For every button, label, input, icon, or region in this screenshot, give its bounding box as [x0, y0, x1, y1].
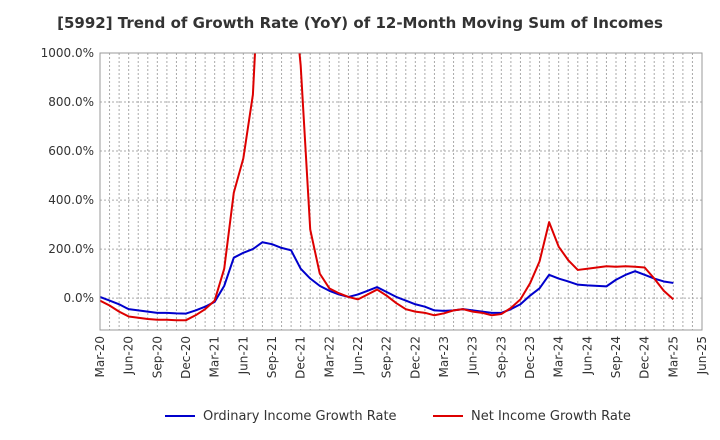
x-tick-label: Jun-25 [695, 336, 709, 375]
x-tick-label: Mar-24 [552, 336, 566, 377]
y-tick-label: 600.0% [48, 144, 94, 158]
legend-item-ordinary-income: Ordinary Income Growth Rate [165, 405, 397, 427]
x-tick-label: Jun-23 [466, 336, 480, 375]
chart-title: [5992] Trend of Growth Rate (YoY) of 12-… [57, 14, 663, 32]
legend-label-net-income: Net Income Growth Rate [471, 408, 631, 424]
x-tick-label: Mar-23 [437, 336, 451, 377]
x-tick-label: Sep-22 [380, 336, 394, 378]
x-tick-label: Jun-24 [580, 336, 594, 375]
ordinary-income-growth-line [100, 241, 674, 315]
y-tick-label: 200.0% [48, 242, 94, 256]
y-tick-label: 0.0% [64, 291, 95, 305]
grid-layer [100, 52, 702, 330]
net-income-growth-line [100, 53, 674, 322]
x-tick-label: Sep-21 [265, 336, 279, 378]
legend-swatch-net-income [433, 415, 463, 417]
y-tick-label: 1000.0% [41, 46, 94, 60]
legend-item-net-income: Net Income Growth Rate [433, 405, 631, 427]
legend-swatch-ordinary-income [165, 415, 195, 417]
series-layer [100, 53, 674, 322]
x-tick-label: Sep-20 [150, 336, 164, 378]
legend: Ordinary Income Growth Rate Net Income G… [0, 405, 720, 427]
x-tick-label: Mar-21 [208, 336, 222, 377]
x-tick-label: Dec-22 [408, 336, 422, 379]
x-tick-label: Mar-20 [93, 336, 107, 377]
x-tick-label: Dec-20 [179, 336, 193, 379]
x-tick-label: Dec-24 [638, 336, 652, 379]
y-tick-label: 400.0% [48, 193, 94, 207]
x-tick-label: Dec-23 [523, 336, 537, 379]
plot-frame [99, 52, 703, 331]
x-tick-label: Jun-21 [236, 336, 250, 375]
x-tick-label: Dec-21 [294, 336, 308, 379]
axis-layer: 0.0% 200.0% 400.0% 600.0% 800.0% 1000.0% Mar-2… [41, 46, 709, 379]
x-tick-label: Jun-22 [351, 336, 365, 375]
legend-label-ordinary-income: Ordinary Income Growth Rate [203, 408, 397, 424]
x-tick-label: Mar-25 [666, 336, 680, 377]
x-tick-label: Sep-24 [609, 336, 623, 378]
x-tick-label: Sep-23 [494, 336, 508, 378]
y-tick-label: 800.0% [48, 95, 94, 109]
x-tick-label: Mar-22 [322, 336, 336, 377]
x-tick-label: Jun-20 [122, 336, 136, 375]
